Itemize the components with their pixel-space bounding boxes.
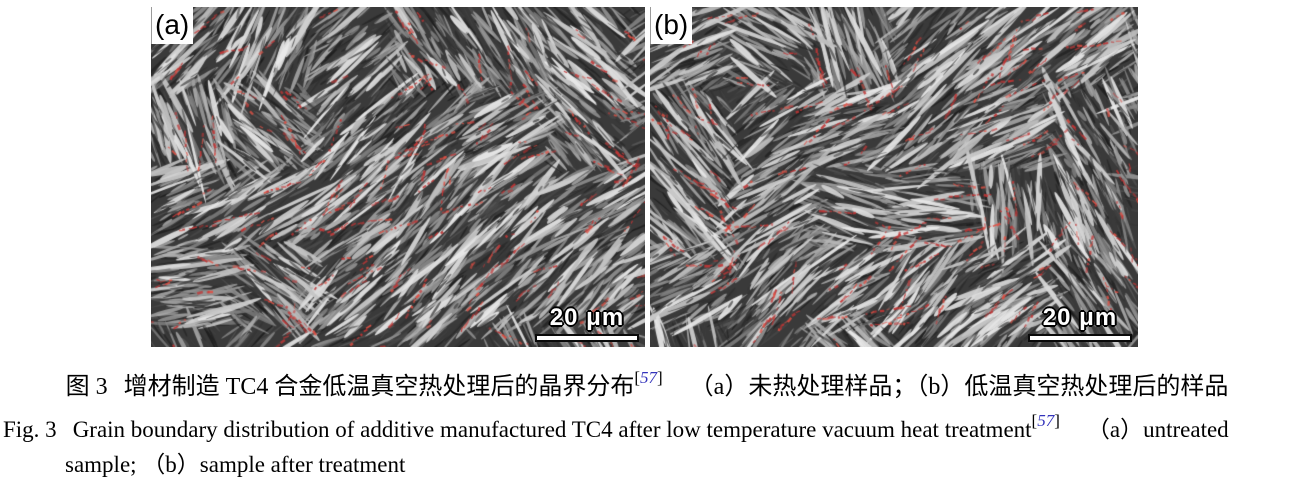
scale-bar-a-line: [535, 334, 639, 342]
caption-zh-fig-no: 图 3: [65, 374, 108, 400]
scale-bar-b-text: 20 μm: [1042, 304, 1118, 331]
micrograph-b-image: [650, 7, 1138, 347]
caption-en-line1-tail: （a）untreated: [1086, 417, 1229, 442]
micrograph-panel-a: (a) 20 μm: [151, 7, 645, 347]
reference-link-zh[interactable]: [57]: [634, 368, 662, 387]
ref-bracket-close: ]: [657, 368, 663, 387]
micrograph-panel-b: (b) 20 μm: [650, 7, 1138, 347]
panel-label-b: (b): [650, 7, 693, 44]
ref-bracket-open: [: [634, 368, 640, 387]
ref-number: 57: [640, 368, 657, 387]
ref-bracket-open: [: [1031, 411, 1038, 431]
caption-chinese: 图 3 增材制造 TC4 合金低温真空热处理后的晶界分布[57] （a）未热处理样品…: [0, 369, 1294, 402]
scale-bar-b: 20 μm: [1028, 304, 1132, 342]
ref-bracket-close: ]: [1054, 411, 1060, 431]
caption-en-line2: sample; （b）sample after treatment: [65, 452, 406, 477]
caption-english: Fig. 3 Grain boundary distribution of add…: [3, 412, 1229, 479]
micrograph-a-image: [151, 7, 645, 347]
caption-en-line1: Fig. 3 Grain boundary distribution of add…: [3, 412, 1229, 444]
scale-bar-a: 20 μm: [535, 304, 639, 342]
caption-en-fig-no: Fig. 3: [3, 417, 57, 442]
ref-number: 57: [1037, 411, 1055, 431]
scale-bar-a-text: 20 μm: [549, 304, 625, 331]
reference-link-en[interactable]: [57]: [1032, 411, 1060, 430]
panel-label-a: (a): [151, 7, 194, 44]
caption-zh-title: 增材制造 TC4 合金低温真空热处理后的晶界分布: [123, 374, 635, 400]
caption-en-title: Grain boundary distribution of additive …: [72, 417, 1032, 442]
caption-zh-subcaption: （a）未热处理样品；（b）低温真空热处理后的样品: [689, 374, 1229, 400]
scale-bar-b-line: [1028, 334, 1132, 342]
